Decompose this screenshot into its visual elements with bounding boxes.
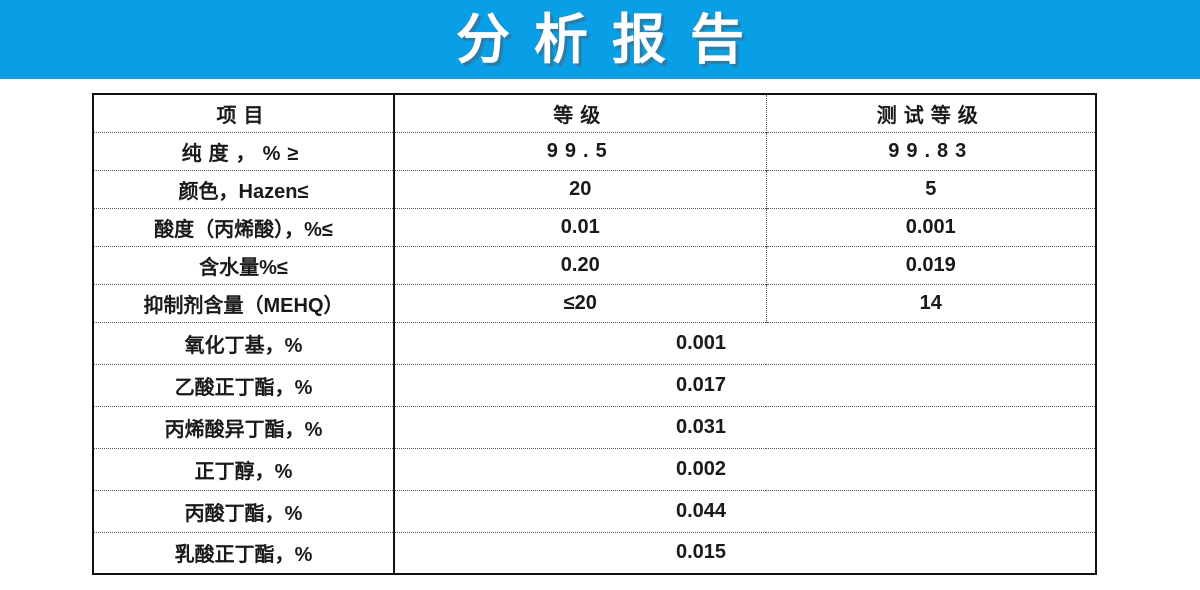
grade-value: 99.5 <box>394 131 767 170</box>
table-row: 酸度（丙烯酸），%≤ 0.01 0.001 <box>93 207 1096 246</box>
row-label: 酸度（丙烯酸），%≤ <box>93 207 395 246</box>
row-label: 颜色，Hazen≤ <box>93 169 395 208</box>
table-header-row: 项目 等级 测试等级 <box>93 94 1096 132</box>
merged-value: 0.002 <box>394 447 1096 490</box>
grade-value: 20 <box>394 169 767 208</box>
table-row: 乙酸正丁酯，% 0.017 <box>93 363 1096 406</box>
row-label: 丙酸丁酯，% <box>93 489 395 532</box>
table-row: 抑制剂含量（MEHQ） ≤20 14 <box>93 283 1096 322</box>
row-label: 正丁醇，% <box>93 447 395 490</box>
row-label: 乙酸正丁酯，% <box>93 363 395 406</box>
test-grade-value: 99.83 <box>766 131 1096 170</box>
merged-value: 0.015 <box>394 531 1096 574</box>
table-row: 丙酸丁酯，% 0.044 <box>93 489 1096 532</box>
test-grade-value: 5 <box>766 169 1096 208</box>
grade-value: 0.20 <box>394 245 767 284</box>
row-label: 纯度，%≥ <box>93 131 395 170</box>
report-title: 分析报告 <box>456 9 768 70</box>
table-row: 氧化丁基，% 0.001 <box>93 321 1096 364</box>
test-grade-value: 0.019 <box>766 245 1096 284</box>
test-grade-value: 14 <box>766 283 1096 322</box>
merged-value: 0.017 <box>394 363 1096 406</box>
grade-value: ≤20 <box>394 283 767 322</box>
header-test-grade: 测试等级 <box>876 104 985 127</box>
merged-value: 0.031 <box>394 405 1096 448</box>
row-label: 含水量%≤ <box>93 245 395 284</box>
row-label: 抑制剂含量（MEHQ） <box>93 283 395 322</box>
row-label: 氧化丁基，% <box>93 321 395 364</box>
analysis-table: 项目 等级 测试等级 纯度，%≥ 99.5 99.83 颜色，Hazen≤ 20… <box>92 93 1097 575</box>
header-grade: 等级 <box>394 94 767 132</box>
table-row: 乳酸正丁酯，% 0.015 <box>93 531 1096 574</box>
test-grade-value: 0.001 <box>766 207 1096 246</box>
table-row: 丙烯酸异丁酯，% 0.031 <box>93 405 1096 448</box>
header-item: 项目 <box>93 94 395 132</box>
table-row: 纯度，%≥ 99.5 99.83 <box>93 131 1096 170</box>
grade-value: 0.01 <box>394 207 767 246</box>
report-banner: 分析报告 <box>0 0 1200 79</box>
table-row: 正丁醇，% 0.002 <box>93 447 1096 490</box>
row-label: 丙烯酸异丁酯，% <box>93 405 395 448</box>
merged-value: 0.044 <box>394 489 1096 532</box>
table-row: 含水量%≤ 0.20 0.019 <box>93 245 1096 284</box>
merged-value: 0.001 <box>394 321 1096 364</box>
row-label: 乳酸正丁酯，% <box>93 531 395 574</box>
table-row: 颜色，Hazen≤ 20 5 <box>93 169 1096 208</box>
